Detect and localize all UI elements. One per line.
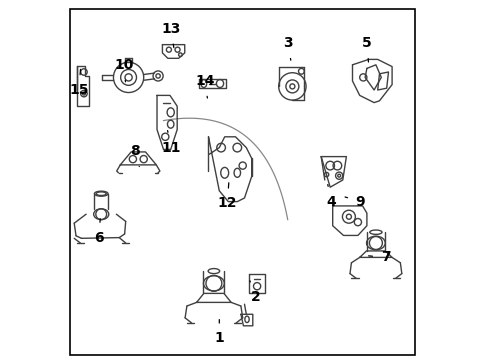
Text: 10: 10: [114, 58, 133, 82]
Text: 12: 12: [217, 183, 237, 210]
Text: 4: 4: [325, 185, 335, 208]
Text: 8: 8: [129, 144, 139, 167]
Text: 7: 7: [368, 251, 389, 264]
Text: 2: 2: [249, 281, 260, 304]
Text: 5: 5: [361, 36, 371, 62]
Text: 6: 6: [94, 219, 103, 244]
Text: 11: 11: [161, 131, 180, 154]
Text: 3: 3: [283, 36, 292, 60]
Text: 15: 15: [69, 69, 88, 97]
Text: 14: 14: [195, 74, 214, 98]
Text: 13: 13: [161, 22, 180, 48]
Text: 9: 9: [345, 195, 365, 208]
Text: 1: 1: [214, 320, 224, 345]
